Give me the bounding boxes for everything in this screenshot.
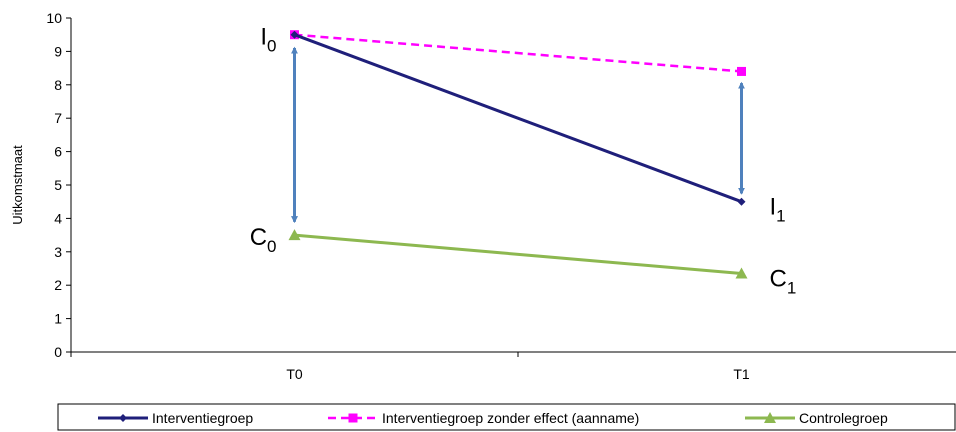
data-point bbox=[737, 197, 746, 206]
data-point bbox=[764, 412, 776, 423]
y-tick-label: 0 bbox=[54, 344, 62, 360]
x-tick-label: T1 bbox=[733, 366, 750, 382]
point-annotation: I0 bbox=[260, 24, 276, 56]
point-annotation: C0 bbox=[250, 224, 277, 256]
series-2 bbox=[288, 229, 748, 279]
data-point bbox=[119, 414, 127, 422]
y-tick-label: 7 bbox=[54, 110, 62, 126]
y-tick-label: 1 bbox=[54, 311, 62, 327]
y-tick-label: 10 bbox=[46, 10, 62, 26]
legend-item: Interventiegroep zonder effect (aanname) bbox=[328, 410, 639, 426]
y-tick-label: 9 bbox=[54, 43, 62, 59]
point-annotation: I1 bbox=[770, 194, 786, 226]
y-tick-label: 8 bbox=[54, 77, 62, 93]
data-point bbox=[735, 267, 748, 279]
series-line bbox=[294, 33, 742, 73]
point-annotation: C1 bbox=[770, 266, 797, 298]
series-1 bbox=[290, 30, 746, 76]
data-point bbox=[290, 30, 299, 39]
annotation-layer: I0 C0 I1 C1 bbox=[250, 24, 797, 298]
y-tick-label: 5 bbox=[54, 177, 62, 193]
series-layer bbox=[288, 30, 748, 279]
series-line bbox=[294, 233, 742, 276]
series-0 bbox=[290, 30, 746, 206]
legend: Interventiegroep Interventiegroep zonder … bbox=[57, 403, 956, 431]
legend-item: Interventiegroep bbox=[98, 410, 253, 426]
legend-label: Interventiegroep bbox=[152, 410, 253, 426]
data-point bbox=[348, 413, 358, 423]
y-tick-label: 6 bbox=[54, 144, 62, 160]
series-line bbox=[293, 33, 743, 204]
x-tick-label: T0 bbox=[286, 366, 303, 382]
legend-item: Controlegroep bbox=[745, 410, 888, 426]
x-axis: T0 T1 bbox=[70, 351, 956, 382]
y-axis-label: Uitkomstmaat bbox=[10, 145, 25, 225]
legend-label: Interventiegroep zonder effect (aanname) bbox=[382, 410, 639, 426]
arrow-layer bbox=[291, 46, 745, 224]
y-axis: 0 1 2 3 4 5 6 7 8 9 10 bbox=[46, 10, 72, 360]
legend-box bbox=[57, 403, 956, 431]
data-point bbox=[737, 66, 746, 76]
legend-label: Controlegroep bbox=[799, 410, 888, 426]
y-tick-label: 3 bbox=[54, 244, 62, 260]
y-tick-label: 2 bbox=[54, 277, 62, 293]
data-point bbox=[288, 229, 301, 241]
y-tick-label: 4 bbox=[54, 210, 62, 226]
